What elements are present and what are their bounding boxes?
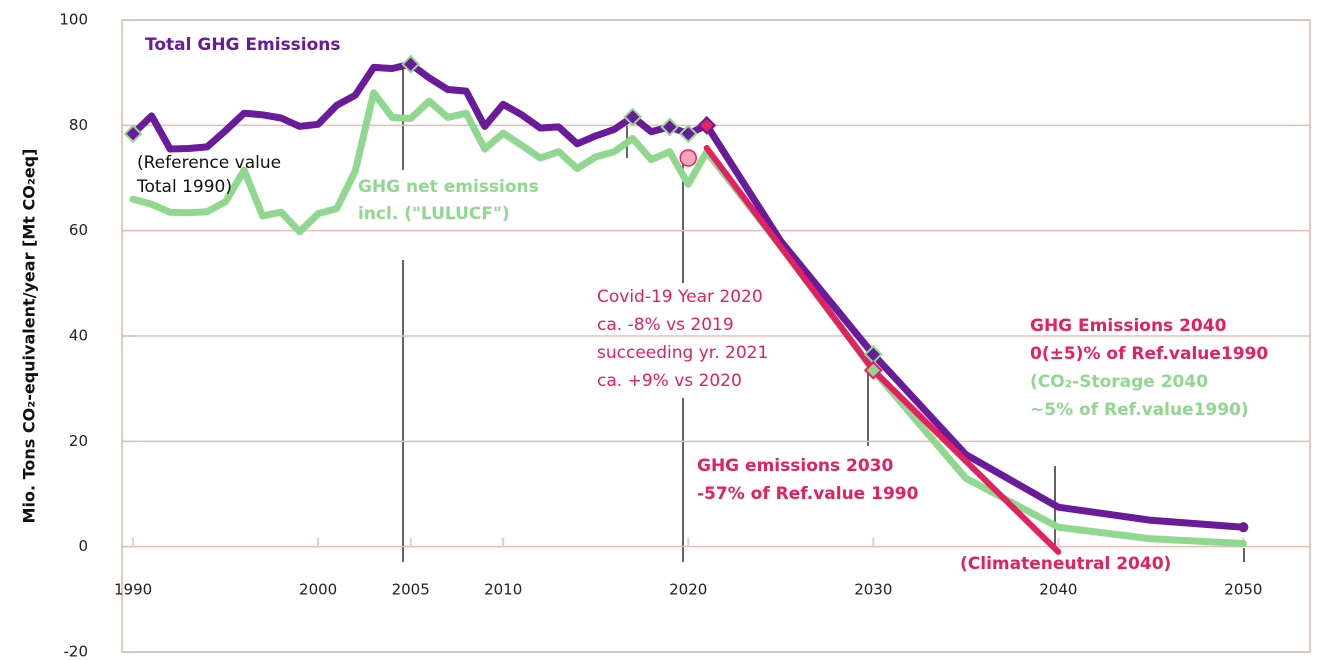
marker [679, 149, 697, 167]
x-tick-label: 2005 [392, 581, 430, 599]
x-tick-label: 1990 [114, 581, 152, 599]
marker [401, 54, 421, 74]
annotation: -57% of Ref.value 1990 [697, 484, 919, 504]
x-tick-label: 2030 [854, 581, 892, 599]
marker [623, 107, 643, 127]
annotation: ca. +9% vs 2020 [597, 371, 742, 391]
marker [697, 115, 717, 135]
annotation: ca. -8% vs 2019 [597, 315, 734, 335]
marker [678, 124, 698, 144]
y-tick-label: -20 [64, 643, 89, 660]
y-axis-label: Mio. Tons CO₂-equivalent/year [Mt CO₂eq] [20, 149, 39, 524]
annotation: Total GHG Emissions [145, 35, 341, 55]
x-tick-label: 2020 [669, 581, 707, 599]
series-line [129, 89, 1247, 547]
annotation: Total 1990) [136, 177, 232, 197]
y-tick-label: 40 [69, 327, 88, 345]
x-tick-label: 2050 [1224, 581, 1262, 599]
annotation: (Climateneutral 2040) [960, 554, 1171, 574]
x-tick-label: 2000 [299, 581, 337, 599]
annotation: incl. ("LULUCF") [358, 204, 510, 224]
annotation: succeeding yr. 2021 [597, 343, 768, 363]
y-tick-label: 0 [78, 537, 88, 555]
x-tick-label: 2010 [484, 581, 522, 599]
x-tick-label: 2040 [1039, 581, 1077, 599]
annotation: (CO₂-Storage 2040 [1030, 372, 1208, 392]
annotation: ~5% of Ref.value1990) [1030, 400, 1249, 420]
marker [660, 117, 680, 137]
y-tick-label: 100 [59, 11, 88, 29]
y-tick-label: 80 [69, 116, 88, 134]
annotation: GHG emissions 2030 [697, 456, 893, 476]
y-tick-label: 20 [69, 432, 88, 450]
marker [123, 124, 143, 144]
annotation: Covid-19 Year 2020 [597, 287, 763, 307]
annotation: GHG Emissions 2040 [1030, 316, 1227, 336]
annotation: GHG net emissions [358, 177, 539, 197]
annotation: (Reference value [137, 153, 281, 173]
annotation: 0(±5)% of Ref.value1990 [1030, 344, 1268, 364]
marker [863, 360, 883, 380]
marker [1238, 522, 1249, 533]
y-tick-label: 60 [69, 221, 88, 239]
